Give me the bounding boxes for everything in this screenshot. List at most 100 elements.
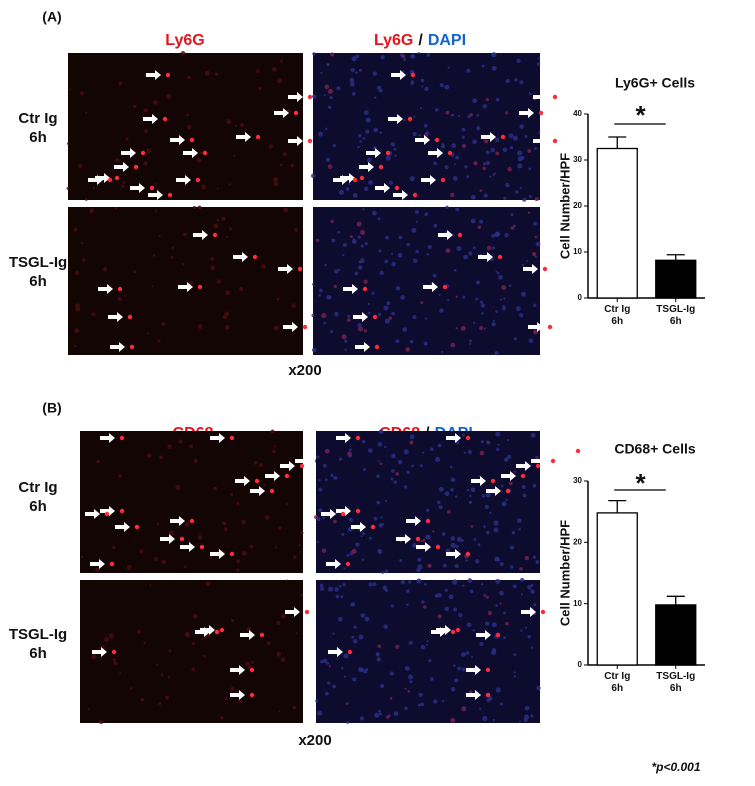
texture [158,234,161,237]
texture [416,567,421,573]
texture [337,230,341,234]
cell [162,116,168,122]
texture [291,303,296,308]
texture [458,612,463,618]
arrow [90,559,105,569]
texture [527,635,531,639]
texture [357,145,360,149]
cell [394,185,400,191]
texture [178,439,183,444]
texture [428,658,432,663]
texture [499,562,504,567]
cell [117,286,123,292]
texture [509,565,514,569]
texture [373,516,378,521]
texture [351,635,355,639]
texture [447,509,451,514]
texture [425,643,428,646]
texture [323,658,328,663]
texture [377,217,381,221]
texture [423,582,427,586]
texture [330,473,334,477]
texture [155,663,159,667]
texture [479,300,484,304]
magnification: x200 [298,732,331,749]
texture [385,715,390,719]
texture [82,258,86,262]
texture [193,458,198,464]
texture [112,658,116,662]
texture [143,161,148,166]
texture [380,516,383,519]
texture [282,152,287,157]
texture [280,657,286,662]
cell [229,551,235,557]
texture [412,132,417,137]
texture [489,511,492,514]
arrow [416,542,431,552]
arrow [288,92,303,102]
texture [327,164,333,169]
texture [526,259,529,262]
texture [495,604,498,607]
texture [89,209,94,214]
counterstain: DAPI [428,32,466,49]
texture [253,460,258,465]
texture [236,559,241,563]
arrow [183,148,198,158]
texture [441,532,446,536]
texture [534,146,538,150]
texture [530,589,535,594]
texture [483,162,486,166]
texture [519,124,525,129]
texture [470,656,474,659]
texture [332,632,335,635]
cell [340,511,346,517]
texture [520,577,525,583]
texture [321,548,327,553]
arrow [333,175,348,185]
texture [363,279,368,284]
cell [415,536,421,542]
texture [455,155,460,160]
y-tick-label: 30 [573,155,582,164]
texture [268,144,273,149]
texture [461,667,466,672]
texture [489,175,492,178]
texture [472,629,475,632]
arrow [531,456,546,466]
texture [391,469,395,473]
texture [510,213,514,217]
texture [533,330,537,334]
texture [126,564,132,570]
texture [181,263,185,266]
y-axis-label: Cell Number/HPF [557,520,572,626]
cell [109,561,115,567]
texture [415,220,419,223]
texture [358,634,364,640]
texture [356,221,362,227]
cell [304,609,310,615]
texture [417,51,420,55]
texture [395,339,400,344]
texture [406,242,411,247]
texture [405,347,411,352]
texture [470,218,476,224]
texture [399,558,403,562]
arrow [355,342,370,352]
cell [359,175,365,181]
texture [332,684,337,689]
texture [216,219,220,222]
texture [441,699,445,703]
texture [361,439,366,444]
texture [479,450,485,456]
cell [575,448,581,454]
texture [455,207,460,212]
texture [322,463,327,468]
texture [450,488,454,492]
texture [479,707,482,710]
texture [278,710,281,713]
texture [139,549,144,554]
texture [327,681,331,685]
